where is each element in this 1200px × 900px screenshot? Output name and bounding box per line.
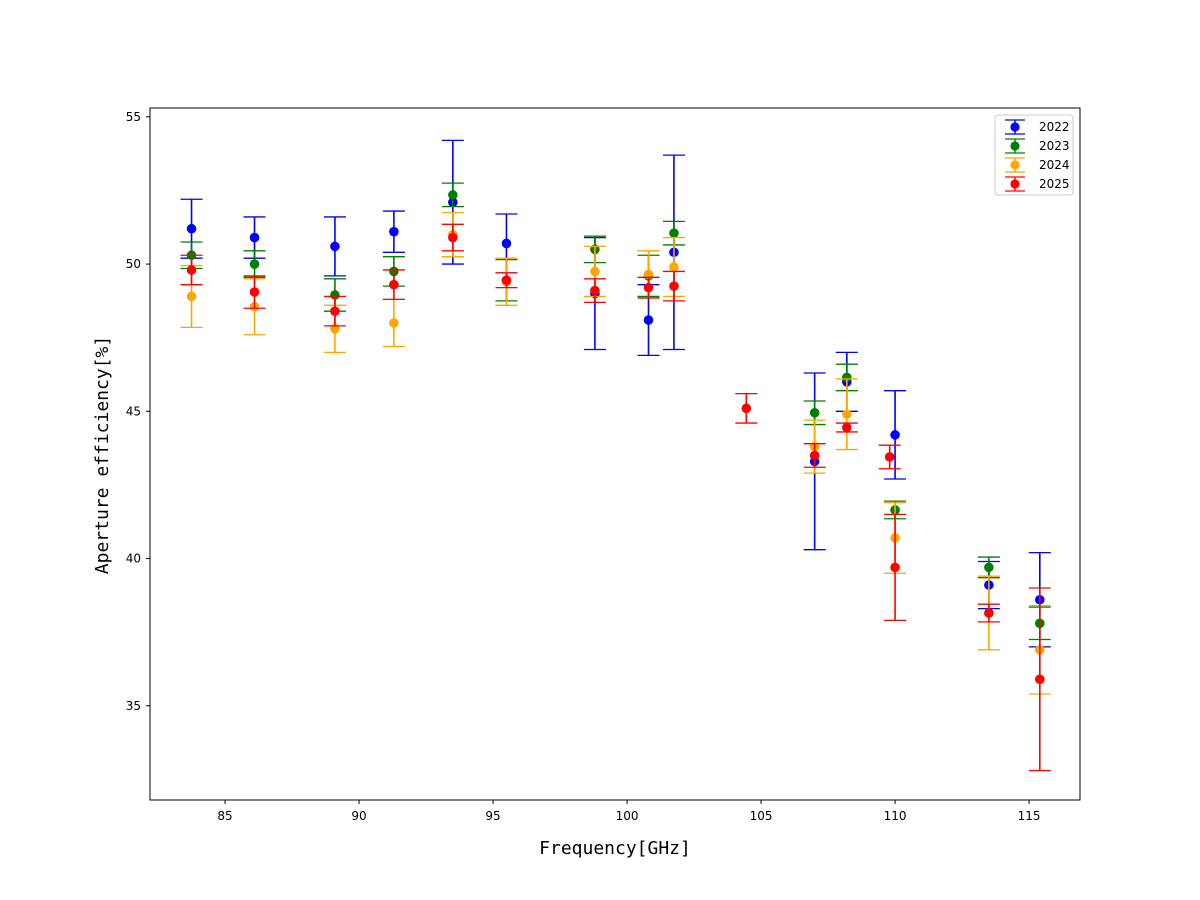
x-tick-label: 110 <box>884 809 907 823</box>
y-tick-label: 45 <box>126 404 141 418</box>
legend-label: 2023 <box>1039 139 1070 153</box>
data-point <box>809 450 820 461</box>
data-point <box>890 562 900 573</box>
data-point <box>249 232 260 243</box>
data-point <box>389 226 399 237</box>
data-point <box>890 430 900 440</box>
x-axis-title: Frequency[GHz] <box>539 838 691 859</box>
y-tick-label: 35 <box>126 699 141 713</box>
legend-marker <box>1010 122 1020 132</box>
legend-marker <box>1010 160 1020 170</box>
data-point <box>501 238 512 249</box>
y-tick-label: 55 <box>126 110 141 124</box>
data-point <box>330 290 340 300</box>
x-tick-label: 90 <box>351 809 366 823</box>
x-tick-label: 85 <box>217 809 232 823</box>
x-tick-label: 115 <box>1018 809 1041 823</box>
x-tick-label: 95 <box>485 809 500 823</box>
y-tick-label: 50 <box>126 257 141 271</box>
data-point <box>590 285 600 296</box>
data-point <box>643 315 654 325</box>
data-point <box>669 281 679 291</box>
legend-marker <box>1010 179 1020 189</box>
axes-frame <box>149 107 1081 801</box>
data-point <box>389 279 399 290</box>
data-point <box>669 228 679 238</box>
legend-label: 2022 <box>1039 120 1070 134</box>
data-point <box>389 318 399 328</box>
x-tick-label: 105 <box>750 809 773 823</box>
y-tick-label: 40 <box>126 552 141 566</box>
data-point <box>186 291 197 302</box>
data-point <box>669 262 679 272</box>
data-point <box>884 452 895 462</box>
series-2022 <box>180 139 1051 648</box>
legend-label: 2024 <box>1039 158 1070 172</box>
data-point <box>741 403 752 414</box>
data-point <box>186 265 197 275</box>
legend-label: 2025 <box>1039 177 1070 191</box>
data-point <box>842 422 852 433</box>
plot-area: 85 90 95 100 105 110 115 35 40 45 50 55 <box>126 107 1081 823</box>
data-point <box>984 608 994 618</box>
data-point <box>809 407 820 418</box>
legend-frame <box>994 114 1074 196</box>
data-point <box>842 372 852 383</box>
data-point <box>330 306 340 316</box>
legend: 2022 2023 2024 2025 <box>994 114 1074 196</box>
data-point <box>842 409 852 420</box>
data-point <box>590 266 600 277</box>
data-point <box>984 562 994 573</box>
y-axis-title: Aperture efficiency[%] <box>92 336 113 574</box>
data-point <box>249 287 260 297</box>
data-point <box>448 232 458 243</box>
data-point <box>643 282 654 293</box>
legend-marker <box>1010 141 1020 151</box>
data-point <box>448 190 458 200</box>
x-tick-label: 100 <box>616 809 639 823</box>
data-point <box>249 259 260 269</box>
series-2025 <box>180 223 1051 772</box>
data-point <box>501 275 512 286</box>
data-point <box>330 241 340 252</box>
data-point <box>1034 674 1045 685</box>
data-point <box>186 223 197 234</box>
